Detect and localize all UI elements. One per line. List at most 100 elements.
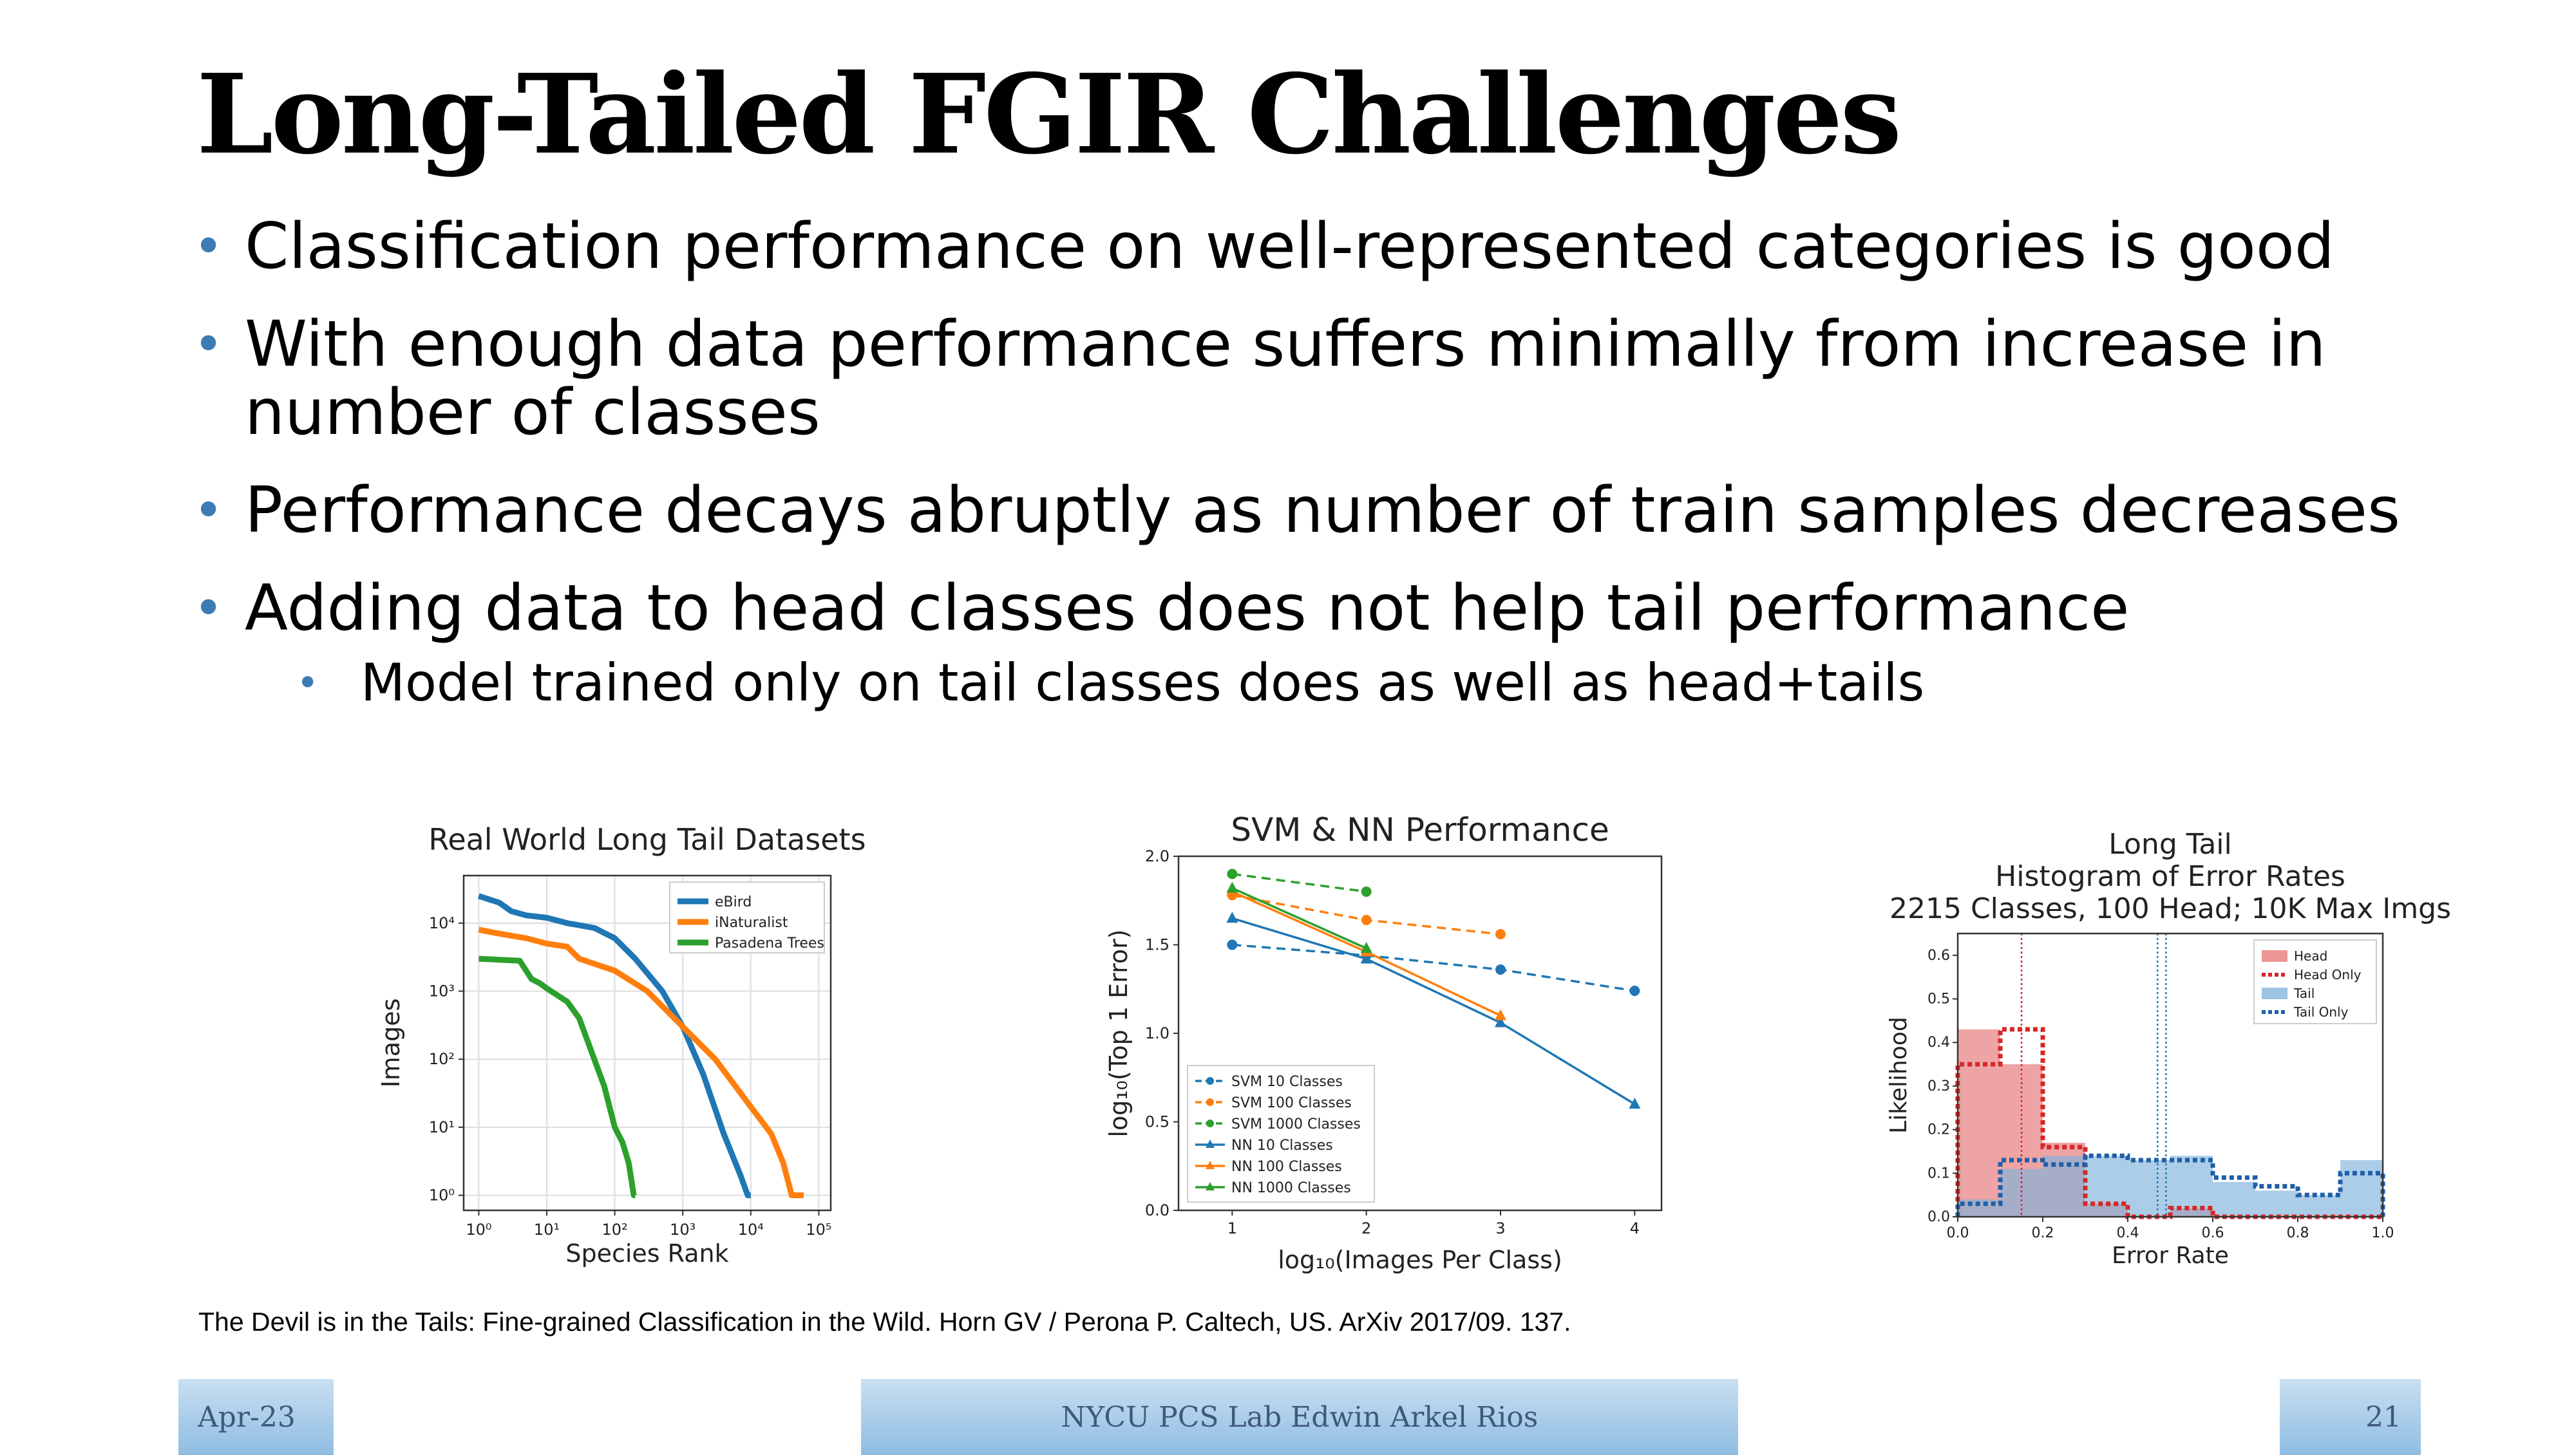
legend-label: Pasadena Trees <box>715 935 824 952</box>
data-point <box>1361 915 1372 925</box>
histogram-bar <box>2340 1160 2383 1217</box>
data-point <box>1360 952 1372 964</box>
histogram-bar <box>2128 1160 2170 1217</box>
y-tick-label: 2.0 <box>1145 847 1170 865</box>
histogram-bar <box>1958 1029 2000 1217</box>
chart-title: Real World Long Tail Datasets <box>428 822 866 857</box>
x-tick-label: 10² <box>602 1221 628 1239</box>
x-tick-label: 1.0 <box>2372 1225 2394 1241</box>
chart-title-line: Histogram of Error Rates <box>1995 860 2345 893</box>
series-line <box>1232 872 1367 893</box>
bullet-4: Adding data to head classes does not hel… <box>193 574 2512 643</box>
legend-marker <box>1206 1098 1214 1106</box>
x-tick-label: 0.0 <box>1947 1225 1969 1241</box>
plot-frame <box>1956 932 2384 1218</box>
legend-marker <box>1206 1161 1215 1169</box>
chart-svg: 1 2 3 4 0.0 0.5 1.0 1.5 2.0 SVM & NN Performance l… <box>1104 811 1663 1274</box>
x-tick-label: 3 <box>1495 1219 1505 1237</box>
y-tick-label: 10⁴ <box>429 914 455 932</box>
legend-marker <box>1206 1182 1215 1190</box>
series-line <box>478 926 804 1199</box>
y-tick-label: 10⁰ <box>429 1187 455 1205</box>
y-tick-label: 10¹ <box>429 1118 455 1136</box>
y-axis-label: Images <box>377 999 405 1088</box>
data-point <box>1495 1009 1506 1020</box>
x-tick-label: 2 <box>1361 1219 1371 1237</box>
sub-bullet-1-text: Model trained only on tail classes does … <box>361 653 1925 713</box>
bullet-1: Classification performance on well-repre… <box>193 212 2512 281</box>
data-point <box>1629 1098 1641 1109</box>
x-tick-label: 10⁵ <box>806 1221 831 1239</box>
legend-marker <box>1206 1120 1214 1127</box>
bullet-list: Classification performance on well-repre… <box>193 212 2512 712</box>
histogram-bar <box>2170 1156 2213 1217</box>
x-tick-label: 0.4 <box>2117 1225 2139 1241</box>
plot-frame <box>462 874 832 1212</box>
data-point <box>1361 887 1372 897</box>
data-point <box>1226 912 1238 923</box>
series-line <box>1231 894 1501 935</box>
data-point <box>1360 942 1372 953</box>
x-tick-label: 4 <box>1630 1219 1640 1237</box>
chart-title-line: Long Tail <box>2108 828 2231 861</box>
footer-page-number: 21 <box>2280 1379 2421 1455</box>
long-tail-datasets-chart: 10⁰ 10¹ 10² 10³ 10⁴ 10⁵ 10⁰ 10¹ 10² 10³ 10⁴ Real Wo… <box>361 822 866 1290</box>
sub-bullet-1: • Model trained only on tail classes does… <box>296 653 1925 713</box>
legend-label: Tail Only <box>2293 1004 2349 1020</box>
legend-swatch <box>2262 950 2287 962</box>
histogram-bar <box>2085 1156 2128 1217</box>
legend-label: eBird <box>715 894 752 910</box>
chart-svg: 0.0 0.2 0.4 0.6 0.8 1.0 0.0 0.1 0.2 0.3 0.4 0.5 0.6 L… <box>1886 828 2451 1269</box>
svm-nn-performance-chart: 1 2 3 4 0.0 0.5 1.0 1.5 2.0 SVM & NN Performance l… <box>1095 811 1707 1277</box>
data-point <box>1495 929 1506 939</box>
x-tick-label: 10³ <box>670 1221 696 1239</box>
data-point <box>1495 964 1506 975</box>
data-point <box>1227 939 1238 950</box>
x-axis-label: Error Rate <box>2112 1243 2229 1269</box>
histogram-bar <box>2255 1190 2298 1217</box>
bullet-3: Performance decays abruptly as number of… <box>193 476 2512 545</box>
legend-label: Head <box>2294 948 2327 964</box>
y-axis-label: log₁₀(Top 1 Error) <box>1104 929 1133 1137</box>
y-tick-label: 0.0 <box>1145 1201 1170 1219</box>
legend-label: SVM 100 Classes <box>1231 1095 1352 1111</box>
x-axis-label: log₁₀(Images Per Class) <box>1278 1246 1562 1274</box>
error-rate-histogram-chart: 0.0 0.2 0.4 0.6 0.8 1.0 0.0 0.1 0.2 0.3 0.4 0.5 0.6 L… <box>1868 828 2467 1284</box>
y-tick-label: 0.5 <box>1927 991 1950 1008</box>
y-tick-label: 0.3 <box>1927 1078 1950 1094</box>
data-point <box>1495 1016 1506 1028</box>
footer-date: Apr-23 <box>178 1379 334 1455</box>
legend-label: NN 1000 Classes <box>1231 1180 1351 1196</box>
footer-center: NYCU PCS Lab Edwin Arkel Rios <box>861 1379 1738 1455</box>
y-tick-label: 1.5 <box>1145 936 1170 954</box>
y-tick-label: 1.0 <box>1145 1024 1170 1042</box>
legend-label: SVM 10 Classes <box>1231 1074 1343 1090</box>
series-line <box>478 955 637 1199</box>
legend-label: Tail <box>2293 986 2315 1001</box>
x-tick-label: 10¹ <box>534 1221 560 1239</box>
x-tick-label: 10⁴ <box>738 1221 764 1239</box>
legend-marker <box>1206 1077 1214 1085</box>
legend-label: NN 100 Classes <box>1231 1159 1342 1175</box>
y-tick-label: 10³ <box>429 982 455 1000</box>
series-line <box>1231 917 1636 1105</box>
data-point <box>1226 881 1238 893</box>
y-axis-label: Likelihood <box>1886 1017 1912 1134</box>
legend-label: iNaturalist <box>715 915 788 931</box>
y-tick-label: 0.4 <box>1927 1035 1950 1051</box>
legend-label: NN 10 Classes <box>1231 1138 1333 1154</box>
series-line <box>1231 887 1367 950</box>
x-tick-label: 0.8 <box>2287 1225 2309 1241</box>
legend-swatch <box>2262 988 2287 999</box>
histogram-step <box>1955 1153 2385 1217</box>
x-tick-label: 10⁰ <box>466 1221 491 1239</box>
data-point <box>1227 868 1238 879</box>
chart-title-line: 2215 Classes, 100 Head; 10K Max Imgs <box>1889 892 2451 925</box>
legend-box <box>1187 1065 1375 1203</box>
histogram-bar <box>2213 1181 2255 1217</box>
legend-marker <box>1206 1140 1215 1148</box>
chart-title: SVM & NN Performance <box>1231 811 1609 849</box>
y-tick-label: 0.0 <box>1927 1209 1950 1225</box>
y-tick-label: 10² <box>429 1050 455 1068</box>
x-tick-label: 0.6 <box>2202 1225 2224 1241</box>
